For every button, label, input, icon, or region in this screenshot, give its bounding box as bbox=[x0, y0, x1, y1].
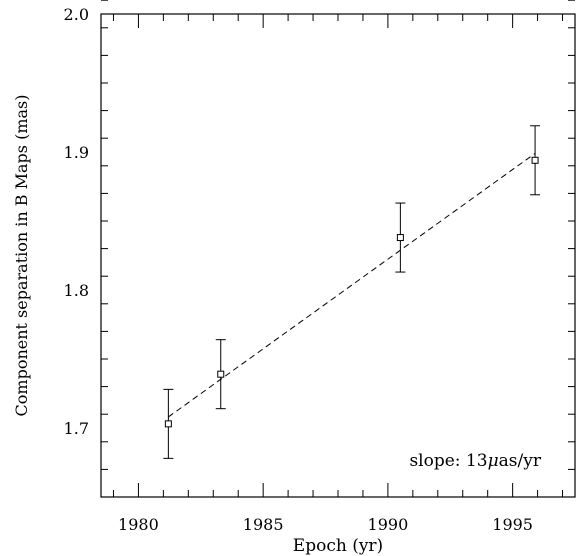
data-point bbox=[531, 156, 539, 164]
axes-layer bbox=[100, 0, 576, 498]
data-points-layer bbox=[163, 125, 541, 459]
y-tick-label: 1.7 bbox=[64, 419, 89, 438]
text-layer: 1980 1985 1990 1995 1.7 1.8 1.9 2.0 Epoch (yr) Co… bbox=[12, 5, 542, 556]
x-tick-label: 1980 bbox=[118, 515, 159, 534]
slope-annotation-mu: μ bbox=[488, 451, 499, 471]
y-tick-label: 2.0 bbox=[64, 5, 89, 24]
slope-annotation-prefix: slope: 13 bbox=[409, 451, 487, 471]
fit-line-layer bbox=[168, 152, 536, 418]
data-point bbox=[164, 420, 172, 428]
fit-line bbox=[168, 152, 536, 418]
data-point bbox=[396, 234, 404, 242]
plot-frame bbox=[100, 13, 576, 498]
x-axis-label: Epoch (yr) bbox=[293, 536, 383, 556]
x-tick-label: 1995 bbox=[492, 515, 533, 534]
slope-annotation: slope: 13μas/yr bbox=[409, 451, 541, 471]
data-point bbox=[217, 370, 225, 378]
y-axis-label: Component separation in B Maps (mas) bbox=[12, 95, 31, 417]
slope-annotation-suffix: as/yr bbox=[499, 451, 542, 471]
x-tick-label: 1990 bbox=[368, 515, 409, 534]
y-tick-label: 1.9 bbox=[64, 143, 89, 162]
y-tick-label: 1.8 bbox=[64, 281, 89, 300]
x-tick-label: 1985 bbox=[243, 515, 284, 534]
